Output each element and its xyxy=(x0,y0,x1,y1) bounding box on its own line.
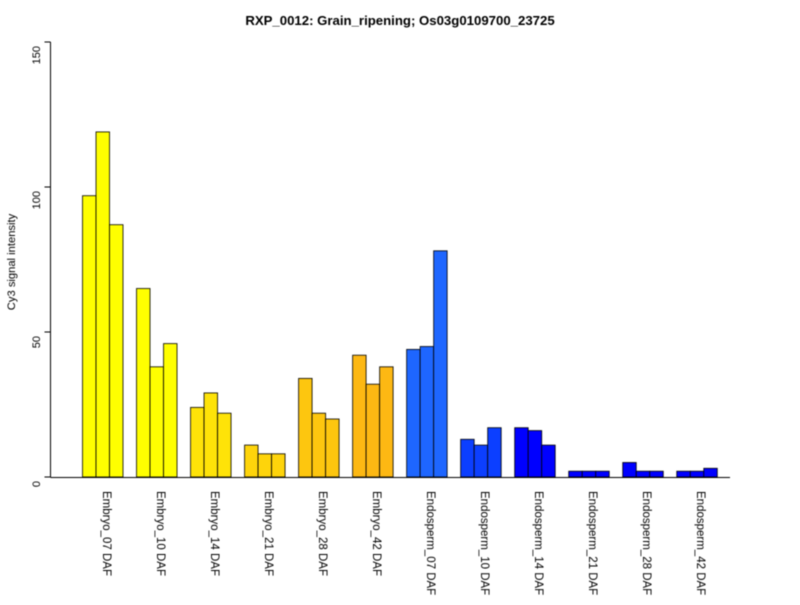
svg-text:100: 100 xyxy=(31,191,43,209)
svg-text:Endosperm_07 DAF: Endosperm_07 DAF xyxy=(424,491,436,595)
svg-text:RXP_0012: Grain_ripening; Os03: RXP_0012: Grain_ripening; Os03g0109700_2… xyxy=(245,13,554,28)
svg-text:Endosperm_42 DAF: Endosperm_42 DAF xyxy=(694,491,706,595)
svg-text:0: 0 xyxy=(31,481,43,487)
svg-text:Endosperm_28 DAF: Endosperm_28 DAF xyxy=(640,491,652,595)
svg-text:Endosperm_21 DAF: Endosperm_21 DAF xyxy=(586,491,598,595)
svg-text:Embryo_14 DAF: Embryo_14 DAF xyxy=(208,491,220,576)
svg-text:Embryo_21 DAF: Embryo_21 DAF xyxy=(262,491,274,576)
svg-text:Embryo_28 DAF: Embryo_28 DAF xyxy=(316,491,328,576)
svg-text:Endosperm_14 DAF: Endosperm_14 DAF xyxy=(532,491,544,595)
svg-text:50: 50 xyxy=(31,336,43,348)
svg-text:150: 150 xyxy=(31,46,43,64)
svg-text:Cy3 signal intensity: Cy3 signal intensity xyxy=(6,213,18,310)
svg-text:Embryo_10 DAF: Embryo_10 DAF xyxy=(154,491,166,576)
svg-text:Embryo_42 DAF: Embryo_42 DAF xyxy=(370,491,382,576)
svg-text:Endosperm_10 DAF: Endosperm_10 DAF xyxy=(478,491,490,595)
svg-text:Embryo_07 DAF: Embryo_07 DAF xyxy=(100,491,112,576)
